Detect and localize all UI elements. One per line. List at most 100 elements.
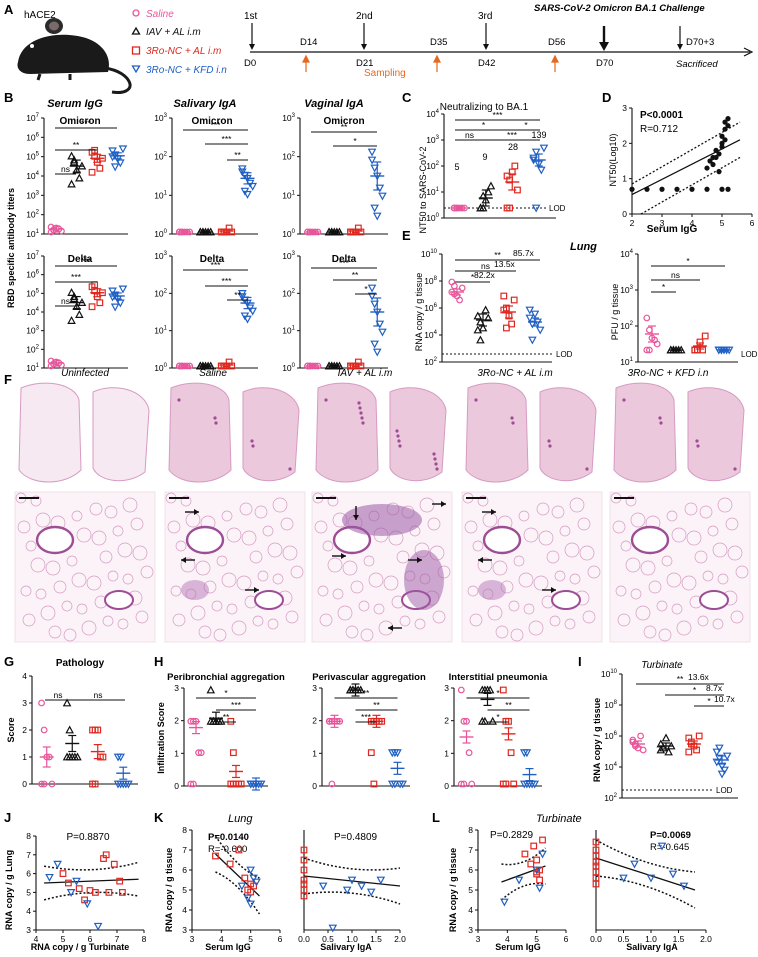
h-2-g2-point bbox=[502, 780, 510, 788]
f-col1-field bbox=[164, 491, 306, 643]
k-left-ytick-label: 4 bbox=[182, 905, 187, 915]
b-sig-dvag-3-label: * bbox=[364, 284, 368, 294]
b-r1-c0-g3-point bbox=[110, 291, 120, 300]
f-col2-alveolus bbox=[337, 605, 353, 621]
c-sig-1-label: *** bbox=[493, 110, 504, 120]
day-d70: D70 bbox=[596, 58, 613, 69]
i-g3-point bbox=[715, 754, 724, 763]
f-col4-speckle bbox=[695, 439, 699, 443]
f-col1-alveolus bbox=[280, 517, 294, 531]
e-pfu-ytick-exp: 2 bbox=[630, 321, 634, 327]
f-col3-alveolus bbox=[482, 512, 498, 528]
b-sig-dsal-2-label: *** bbox=[222, 276, 233, 286]
d-point bbox=[659, 186, 665, 192]
b-r1-c2-ytick-exp: 0 bbox=[292, 363, 296, 369]
e-sig-1-label: ** bbox=[494, 250, 501, 260]
d-point bbox=[713, 147, 719, 153]
f-col3-speckle bbox=[548, 444, 552, 448]
b-r0-c0-ytick-exp: 6 bbox=[36, 132, 40, 138]
k-left-point bbox=[252, 878, 261, 887]
c-val-139: 139 bbox=[531, 130, 546, 140]
b-r0-c0-g2-point bbox=[96, 164, 104, 172]
legend-saline: Saline bbox=[146, 9, 174, 20]
f-col4-speckle bbox=[733, 467, 737, 471]
b-sig-vag-1-label: ** bbox=[341, 122, 348, 132]
h-2-g2-point bbox=[507, 749, 515, 757]
e-rna-g3-point bbox=[535, 326, 545, 335]
f-col4-alveolus bbox=[671, 527, 687, 543]
b-sig-dsal-3-label: ** bbox=[234, 290, 241, 300]
g-g0-point bbox=[38, 780, 45, 788]
c-g2-point bbox=[506, 204, 514, 212]
d-chart: 2 3 4 5 6 0 1 2 3 bbox=[622, 103, 754, 228]
f-col0-alveolus bbox=[66, 555, 78, 567]
g-g3-point bbox=[116, 753, 125, 762]
h-1-g3-point bbox=[398, 780, 408, 789]
f-col2-alveolus bbox=[383, 575, 399, 591]
l-left-ytick-label: 4 bbox=[468, 905, 473, 915]
g-g3-point bbox=[124, 780, 133, 789]
c-val-28: 28 bbox=[508, 142, 518, 152]
f-col2-arrowhead bbox=[417, 557, 422, 563]
j-point bbox=[45, 873, 54, 882]
b-r1-c0-ytick-exp: 7 bbox=[36, 251, 40, 257]
f-col2-speckle bbox=[433, 457, 437, 461]
e-rna-ytick-exp: 4 bbox=[434, 330, 438, 336]
d-ylabel: NT50(Log10) bbox=[608, 133, 618, 186]
e-rna-g0-point bbox=[456, 296, 464, 304]
f-col1-alveolus bbox=[195, 560, 211, 576]
f-col1-alveolus bbox=[282, 545, 298, 561]
l-left-xtick-label: 6 bbox=[564, 934, 569, 944]
c-ytick-label: 103 bbox=[426, 135, 439, 145]
b-sig-dsal-1-label: *** bbox=[211, 260, 222, 270]
panel-letter-b: B bbox=[4, 90, 13, 105]
b-r1-c1-ytick-exp: 2 bbox=[164, 288, 168, 294]
f-col2-infiltrate bbox=[342, 504, 422, 536]
f-col3-alveolus bbox=[569, 497, 585, 513]
f-col3-alveolus bbox=[587, 565, 601, 579]
f-col2-lobe-left bbox=[315, 382, 379, 483]
f-col4-alveolus bbox=[699, 505, 713, 519]
f-col4-alveolus bbox=[727, 545, 743, 561]
h-2-sig-1-label: * bbox=[496, 688, 500, 698]
day-d70-3: D70+3 bbox=[686, 37, 714, 48]
h-0-g0-point bbox=[195, 749, 203, 757]
e-rna-ytick-exp: 6 bbox=[434, 303, 438, 309]
f-col3-alveolus bbox=[492, 560, 508, 576]
dose-1st: 1st bbox=[244, 11, 258, 22]
f-col4-alveolus bbox=[620, 540, 632, 552]
b-r1-c0-g3-point bbox=[110, 303, 120, 312]
h-2-g2-point bbox=[505, 717, 512, 725]
e-rna-ytick-label: 106 bbox=[424, 303, 437, 313]
e-pfu-g0-point bbox=[643, 346, 651, 354]
g-g0-point bbox=[40, 726, 48, 734]
e-ylabel-rna: RNA copy / g tissue bbox=[414, 273, 424, 352]
l-right-point bbox=[657, 842, 667, 851]
f-col4-alveolus bbox=[730, 610, 744, 624]
day-d0: D0 bbox=[244, 58, 256, 69]
f-col2-speckle bbox=[360, 416, 364, 420]
d-xtick-label: 4 bbox=[690, 218, 695, 228]
f-col4-alveolus bbox=[671, 603, 683, 615]
i-g3-point bbox=[720, 766, 729, 775]
l-left-ytick-label: 3 bbox=[468, 925, 473, 935]
f-col4-alveolus bbox=[676, 620, 692, 636]
c-ylabel: NT50 to SARS-CoV-2 bbox=[418, 146, 428, 233]
l-left-ytick-label: 7 bbox=[468, 845, 473, 855]
d-r-value: R=0.712 bbox=[640, 124, 679, 135]
f-col2-arrowhead bbox=[388, 625, 393, 631]
f-col3-speckle bbox=[474, 398, 478, 402]
f-col2-alveolus bbox=[414, 618, 426, 630]
f-col4-alveolus bbox=[656, 600, 668, 612]
b-sig-serum-3-label: ns bbox=[61, 164, 70, 174]
f-col2-speckle bbox=[361, 421, 365, 425]
j-ylabel: RNA copy / g Lung bbox=[4, 850, 14, 930]
i-fold-10: 10.7x bbox=[714, 694, 736, 704]
l-right-xtick-label: 0.5 bbox=[618, 934, 630, 944]
i-ytick-label: 106 bbox=[604, 731, 617, 741]
k-left-ytick-label: 8 bbox=[182, 825, 187, 835]
k-left-xlabel: Serum IgG bbox=[205, 942, 251, 952]
f-col2-alveolus bbox=[332, 588, 344, 600]
f-col4-alveolus bbox=[625, 557, 641, 573]
l-right-point bbox=[592, 880, 600, 888]
